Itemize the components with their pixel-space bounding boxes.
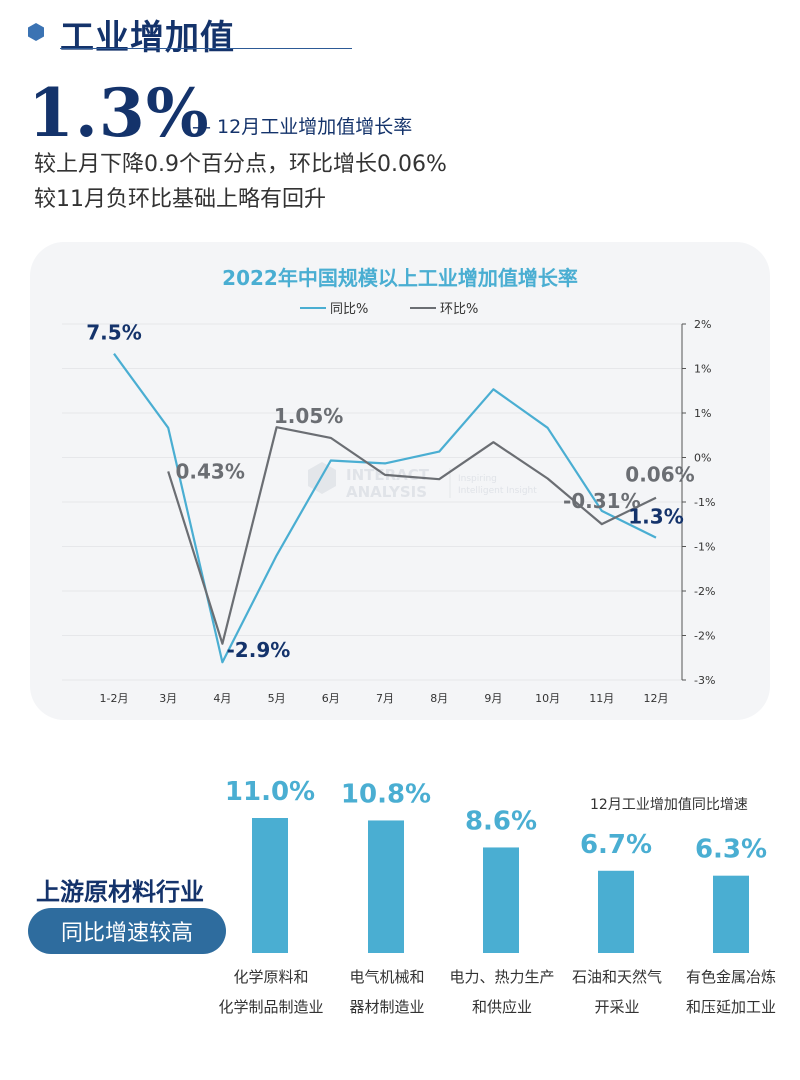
growth-pill: 同比增速较高 [28, 908, 226, 954]
category-line-1: 化学原料和 [233, 968, 309, 986]
x-tick-label: 11月 [589, 692, 614, 705]
x-tick-label: 10月 [535, 692, 560, 705]
x-tick-label: 12月 [644, 692, 669, 705]
watermark-tagline: Intelligent Insight [458, 486, 537, 496]
category-line-1: 电气机械和 [349, 968, 425, 986]
bar [368, 820, 404, 953]
watermark-text: ANALYSIS [346, 483, 427, 501]
summary-line-2: 较11月负环比基础上略有回升 [34, 187, 326, 212]
category-line-2: 器材制造业 [349, 998, 425, 1016]
chart-legend: 同比% 环比% [300, 298, 520, 318]
category-line-1: 石油和天然气 [571, 968, 662, 986]
data-label: -0.31% [563, 489, 641, 513]
bar-category-label: 电气机械和 器材制造业 [322, 962, 452, 1022]
bar-category-label: 电力、热力生产 和供应业 [437, 962, 567, 1022]
data-label: 1.05% [274, 404, 343, 428]
bar-value-label: 6.3% [695, 835, 767, 865]
bar-category-label: 化学原料和 化学制品制造业 [206, 962, 336, 1022]
legend-mom-swatch [410, 306, 436, 309]
category-line-2: 和供应业 [471, 998, 532, 1016]
bar-category-label: 有色金属冶炼 和压延加工业 [666, 962, 796, 1022]
legend-yoy-swatch [300, 306, 326, 309]
series-line-mom [167, 426, 657, 645]
upstream-heading: 上游原材料行业 [36, 878, 204, 906]
headline-caption: — 12月工业增加值增长率 [192, 116, 413, 138]
hexagon-bullet-icon [28, 23, 44, 41]
bar-value-label: 10.8% [341, 779, 431, 809]
legend-yoy-label: 同比% [330, 302, 369, 317]
right-axis-tick-label: -2% [694, 630, 715, 643]
bar [598, 870, 634, 953]
legend-mom-label: 环比% [440, 302, 479, 317]
x-tick-label: 3月 [159, 692, 177, 705]
x-tick-label: 5月 [268, 692, 286, 705]
bar-value-label: 6.7% [580, 830, 652, 860]
right-axis-tick-label: 2% [694, 318, 711, 331]
right-axis-tick-label: -1% [694, 496, 715, 509]
x-tick-label: 9月 [484, 692, 502, 705]
bar [252, 818, 288, 953]
data-label: 1.3% [628, 505, 683, 529]
category-line-2: 化学制品制造业 [218, 998, 324, 1016]
right-axis-tick-label: -3% [694, 674, 715, 687]
data-label: 7.5% [86, 321, 141, 345]
chart-card [30, 242, 770, 720]
title-underline [60, 48, 352, 49]
watermark-tagline: Inspiring [458, 474, 497, 484]
x-tick-label: 6月 [322, 692, 340, 705]
bar-chart-title: 12月工业增加值同比增速 [590, 797, 748, 813]
right-axis-tick-label: 1% [694, 363, 711, 376]
category-line-1: 电力、热力生产 [449, 968, 555, 986]
legend-mom: 环比% [410, 298, 478, 317]
bar-value-label: 11.0% [225, 777, 315, 807]
right-axis-tick-label: 1% [694, 407, 711, 420]
right-axis-tick-label: -1% [694, 541, 715, 554]
x-tick-label: 8月 [430, 692, 448, 705]
data-label: -2.9% [227, 638, 291, 662]
x-tick-label: 1-2月 [100, 692, 129, 705]
data-label: 0.43% [176, 459, 245, 483]
data-label: 0.06% [625, 463, 694, 487]
bar-category-label: 石油和天然气 开采业 [552, 962, 682, 1022]
category-line-1: 有色金属冶炼 [685, 968, 776, 986]
x-tick-label: 4月 [213, 692, 231, 705]
category-line-2: 和压延加工业 [685, 998, 776, 1016]
right-axis-tick-label: 0% [694, 452, 711, 465]
bar [483, 847, 519, 953]
bar-value-label: 8.6% [465, 806, 537, 836]
summary-line-1: 较上月下降0.9个百分点，环比增长0.06% [34, 152, 447, 177]
headline-rate: 1.3% [28, 74, 210, 152]
section-title: 工业增加值 [60, 18, 235, 58]
bar [713, 875, 749, 953]
category-line-2: 开采业 [594, 998, 640, 1016]
right-axis-tick-label: -2% [694, 585, 715, 598]
x-tick-label: 7月 [376, 692, 394, 705]
chart-title: 2022年中国规模以上工业增加值增长率 [222, 266, 578, 290]
legend-yoy: 同比% [300, 298, 368, 317]
